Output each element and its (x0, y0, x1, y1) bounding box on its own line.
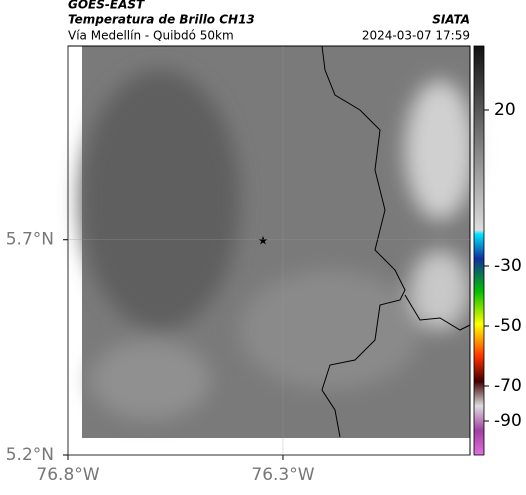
source: SIATA (432, 13, 470, 27)
title: GOES-EAST (68, 0, 145, 12)
subtitle: Temperatura de Brillo CH13 (68, 13, 255, 27)
colorbar-tick-label: -90 (494, 411, 522, 431)
boundary (321, 45, 406, 438)
colorbar-tick-label: 20 (494, 100, 516, 120)
x-tick-label: 76.3°W (251, 465, 314, 485)
y-tick-label: 5.2°N (6, 445, 54, 465)
datetime: 2024-03-07 17:59 (362, 29, 470, 43)
x-tick-label: 76.8°W (36, 465, 99, 485)
region: Vía Medellín - Quibdó 50km (68, 29, 234, 43)
satellite-image (68, 46, 475, 455)
colorbar (473, 45, 485, 456)
colorbar-tick-label: -50 (494, 316, 522, 336)
location-marker: ★ (258, 234, 269, 248)
y-tick-label: 5.7°N (6, 230, 54, 250)
colorbar-tick-label: -70 (494, 376, 522, 396)
boundary (404, 294, 471, 331)
colorbar-tick-label: -30 (494, 256, 522, 276)
